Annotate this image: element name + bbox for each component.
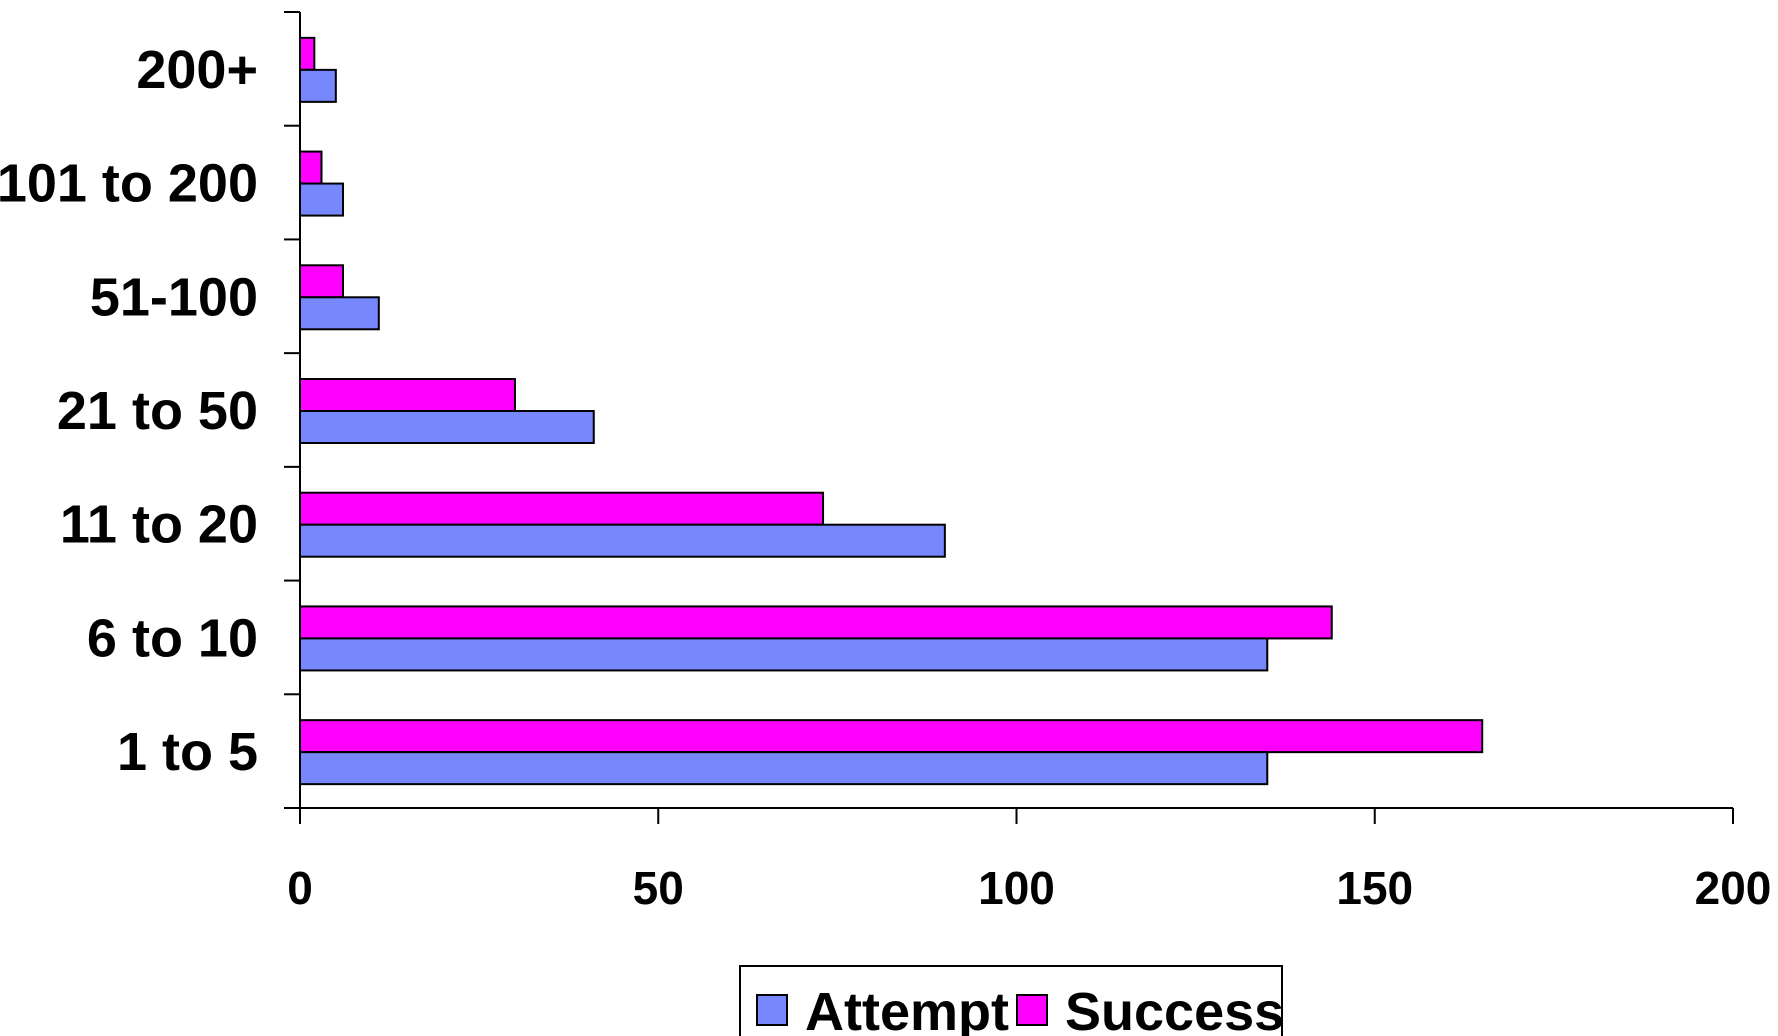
y-ticks-group: 1 to 5 6 to 10 11 to 20 21 to 50 51-100 101 t… bbox=[0, 11, 300, 809]
bar-success bbox=[299, 719, 1484, 754]
y-category-label: 21 to 50 bbox=[57, 381, 258, 441]
bar-success bbox=[299, 36, 316, 71]
bar-success bbox=[299, 491, 825, 526]
bar-attempt bbox=[299, 182, 344, 217]
bar-attempt bbox=[299, 523, 946, 558]
legend-label-success: Success bbox=[1065, 982, 1284, 1036]
legend: Attempt Success bbox=[739, 965, 1284, 1036]
bar-attempt bbox=[299, 68, 337, 103]
x-tick-label: 100 bbox=[978, 862, 1055, 914]
x-tick-label: 150 bbox=[1336, 862, 1413, 914]
y-category-label: 200+ bbox=[136, 40, 258, 100]
bar-attempt bbox=[299, 410, 595, 444]
bar-success bbox=[299, 150, 323, 185]
legend-box bbox=[739, 965, 1283, 1036]
x-tick-label: 200 bbox=[1695, 862, 1772, 914]
y-category-label: 6 to 10 bbox=[87, 608, 258, 668]
axes-group bbox=[284, 12, 1733, 809]
y-category-label: 101 to 200 bbox=[0, 154, 258, 214]
bar-attempt bbox=[299, 637, 1269, 672]
y-category-label: 51-100 bbox=[90, 267, 258, 327]
bar-attempt bbox=[299, 751, 1269, 786]
y-category-label: 11 to 20 bbox=[60, 495, 258, 555]
bar-success bbox=[299, 605, 1333, 640]
x-tick-label: 50 bbox=[633, 862, 684, 914]
legend-swatch-attempt bbox=[756, 994, 788, 1026]
y-category-label: 1 to 5 bbox=[117, 722, 258, 782]
bar-attempt bbox=[299, 296, 380, 331]
bars-group bbox=[299, 36, 1484, 786]
legend-label-attempt: Attempt bbox=[805, 982, 1009, 1036]
x-tick-label: 0 bbox=[287, 862, 313, 914]
bar-success bbox=[299, 264, 344, 299]
bar-success bbox=[299, 378, 516, 412]
legend-swatch-success bbox=[1016, 994, 1048, 1026]
x-ticks-group: 0 50 100 150 200 bbox=[287, 808, 1771, 914]
